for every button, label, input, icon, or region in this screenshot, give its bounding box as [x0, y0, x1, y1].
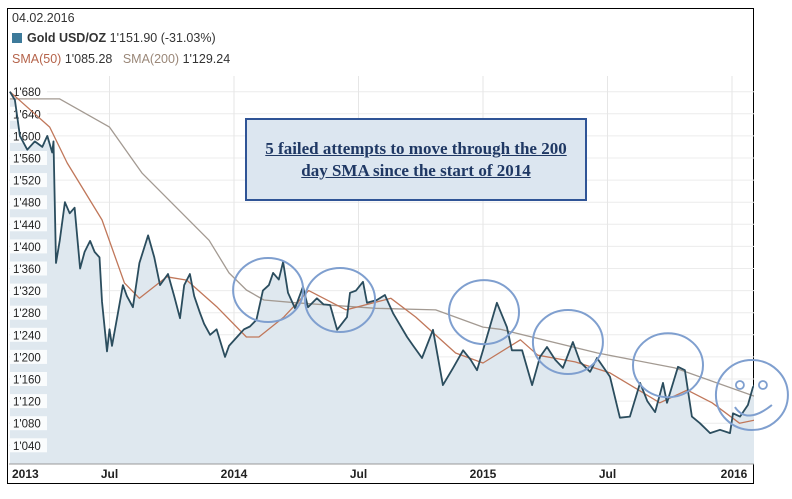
y-tick-label: 1'200 — [13, 352, 41, 364]
legend-swatch-gold — [12, 33, 22, 43]
annotation-box: 5 failed attempts to move through the 20… — [245, 118, 587, 201]
x-tick-label: 2013 — [12, 467, 39, 481]
highlight-circle — [304, 266, 377, 333]
legend-gold: Gold USD/OZ 1'151.90 (-31.03%) — [12, 31, 216, 45]
y-tick-label: 1'440 — [13, 220, 41, 232]
y-tick-label-bg — [10, 217, 47, 232]
y-tick-label: 1'280 — [13, 308, 41, 320]
y-tick-label: 1'360 — [13, 264, 41, 276]
y-tick-label: 1'600 — [13, 131, 41, 143]
smiley-outline — [714, 359, 789, 432]
highlight-circle — [447, 279, 520, 346]
y-tick-label-bg — [10, 372, 47, 386]
y-tick-label: 1'520 — [13, 176, 41, 188]
annotation-text: 5 failed attempts to move through the 20… — [265, 138, 567, 180]
legend-sma200-label: SMA(200) — [122, 52, 180, 66]
y-tick-label-bg — [10, 305, 47, 320]
y-tick-label: 1'040 — [13, 441, 41, 453]
y-tick-label: 1'400 — [13, 242, 41, 254]
y-tick-label-bg — [10, 195, 47, 210]
highlight-circle — [632, 332, 705, 399]
y-tick-label-bg — [10, 394, 47, 409]
highlight-circle — [232, 257, 305, 324]
price-line — [9, 91, 754, 435]
x-tick-label: Jul — [599, 467, 616, 481]
y-tick-label: 1'160 — [13, 375, 41, 387]
y-tick-label: 1'240 — [13, 330, 41, 342]
x-tick-label: 2015 — [470, 467, 497, 481]
price-area-fill — [9, 91, 754, 464]
smiley-face-icon — [714, 359, 789, 432]
legend-gold-change: (-31.03%) — [160, 31, 216, 45]
y-tick-label-bg — [10, 151, 47, 165]
y-tick-label: 1'320 — [13, 286, 41, 298]
smiley-mouth — [734, 404, 773, 417]
y-tick-label: 1'080 — [13, 419, 41, 431]
y-tick-label-bg — [10, 327, 47, 342]
legend-sma200-value: 1'129.24 — [182, 52, 231, 66]
legend-gold-price: 1'151.90 — [109, 31, 158, 45]
y-tick-label-bg — [10, 283, 47, 298]
x-tick-label: Jul — [350, 467, 367, 481]
legend-sma50-value: 1'085.28 — [64, 52, 113, 66]
y-tick-label-bg — [10, 84, 47, 99]
smiley-eye — [758, 380, 768, 390]
smiley-eye — [735, 380, 745, 390]
y-tick-label-bg — [10, 416, 47, 431]
y-tick-label: 1'120 — [13, 397, 41, 409]
x-tick-label: 2016 — [721, 467, 748, 481]
legend-gold-name: Gold USD/OZ — [27, 31, 107, 45]
y-tick-label: 1'480 — [13, 198, 41, 210]
y-tick-label: 1'680 — [13, 87, 41, 99]
y-tick-label-bg — [10, 349, 47, 364]
highlight-circle — [531, 308, 604, 375]
legend-sma: SMA(50) 1'085.28 SMA(200) 1'129.24 — [12, 52, 230, 66]
y-tick-label-bg — [10, 261, 47, 276]
y-tick-label: 1'560 — [13, 154, 41, 166]
x-tick-label: Jul — [101, 467, 118, 481]
y-tick-label-bg — [10, 173, 47, 188]
x-tick-label: 2014 — [221, 467, 248, 481]
y-tick-label-bg — [10, 239, 47, 254]
sma200-line — [9, 98, 754, 397]
chart-date: 04.02.2016 — [12, 11, 75, 25]
legend-sma50-label: SMA(50) — [12, 52, 62, 66]
y-tick-label-bg — [10, 438, 47, 453]
